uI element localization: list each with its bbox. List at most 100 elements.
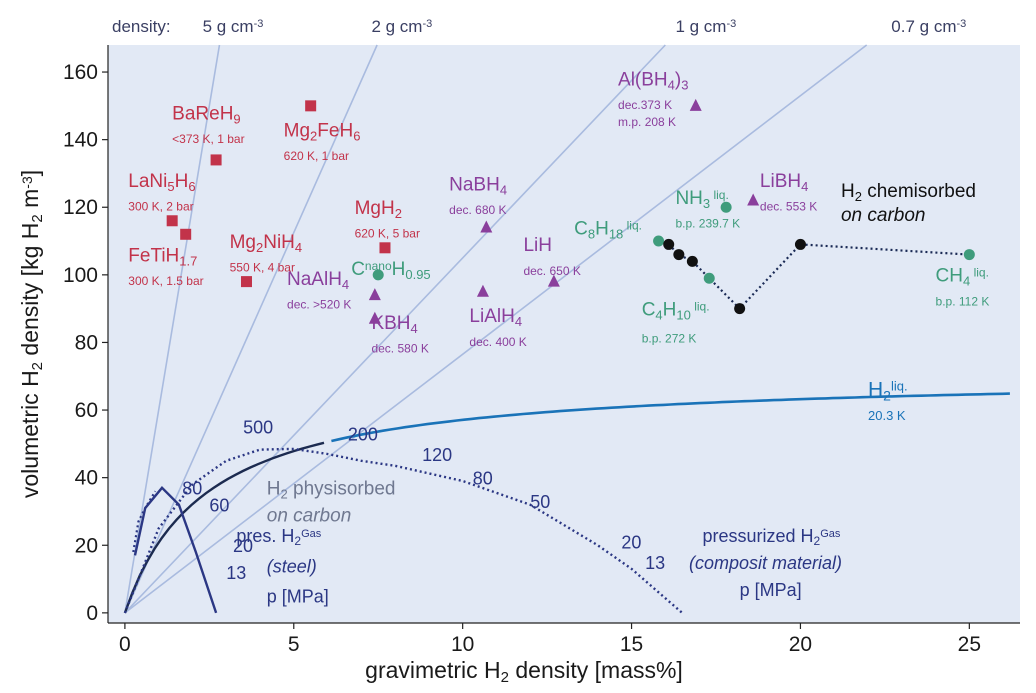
x-tick-label: 25: [958, 633, 981, 656]
metal-hydride-name: Mg2FeH6: [284, 120, 361, 143]
complex-hydride-name-text: LiAlH: [469, 306, 514, 327]
hydrocarbon-name-subscript: 18: [609, 226, 623, 241]
metal-hydride-name-subscript: 4: [295, 239, 302, 254]
x-tick-label: 5: [288, 633, 300, 656]
metal-hydride-condition: 300 K, 2 bar: [128, 200, 193, 214]
composite-pressure-label: 20: [621, 533, 641, 553]
density-label-4-superscript: -3: [957, 18, 967, 30]
steel-pressure-label: 20: [233, 536, 253, 556]
density-header: density: 5 g cm-3 2 g cm-3 1 g cm-3 0.7 g cm…: [112, 17, 966, 36]
hydrocarbon-name-superscript: liq.: [691, 299, 710, 313]
metal-hydride-condition: 620 K, 1 bar: [284, 149, 349, 163]
complex-hydride-condition: dec. 580 K: [371, 342, 428, 356]
steel-vessel-material: (steel): [267, 556, 317, 576]
steel-vessel-curve: [133, 486, 218, 614]
metal-hydride-name-text: MgH: [355, 198, 395, 219]
metal-hydride-name-subscript: 6: [188, 179, 195, 194]
chemisorbed-label-text: H: [841, 181, 855, 202]
density-label-2: 2 g cm-3: [371, 17, 432, 36]
density-line-3: [124, 44, 666, 614]
complex-hydride-condition: dec. 680 K: [449, 203, 506, 217]
metal-hydride-marker: [210, 154, 222, 166]
complex-hydride-condition: dec. >520 K: [287, 298, 351, 312]
density-label-4: 0.7 g cm-3: [891, 17, 966, 36]
density-label-3-superscript: -3: [726, 18, 736, 30]
metal-hydride-marker: [240, 276, 252, 288]
steel-pressure-label: 60: [209, 495, 229, 515]
hydrocarbon-name-text: NH: [675, 188, 702, 209]
y-tick-label: 160: [63, 61, 98, 84]
y-axis-title-text: m: [17, 189, 43, 215]
complex-hydride-name: LiAlH4: [469, 306, 522, 329]
complex-hydride-name-text: Al(BH: [618, 70, 668, 91]
complex-hydride-name-subscript: 4: [342, 277, 349, 292]
steel-pressure-label: 13: [226, 563, 246, 583]
hydrocarbon-name-text: H: [663, 299, 677, 320]
metal-hydride-name-text: Mg: [230, 232, 256, 253]
y-tick-label: 140: [63, 129, 98, 152]
complex-hydride-name-subscript: 3: [681, 77, 688, 92]
complex-hydride-condition: dec. 650 K: [523, 264, 580, 278]
hydrocarbon-marker: [703, 272, 715, 284]
complex-hydride-condition: dec.373 K: [618, 98, 672, 112]
density-label-prefix: density:: [112, 17, 171, 36]
density-label-1-text: 5 g cm: [203, 17, 254, 36]
liquid-h2-condition: 20.3 K: [868, 408, 906, 423]
metal-hydride-condition: <373 K, 1 bar: [172, 132, 244, 146]
hydrocarbon-name-text: C: [574, 218, 588, 239]
complex-hydride-name: KBH4: [371, 313, 417, 336]
metal-hydride-name: BaReH9: [172, 103, 240, 126]
metal-hydride-name-text: LaNi: [128, 171, 167, 192]
liquid-h2-label-subscript: 2: [883, 387, 891, 403]
steel-vessel-label-subscript: 2: [294, 534, 301, 548]
metal-hydride-condition: 550 K, 4 bar: [230, 260, 295, 274]
metal-hydride-name-text: BaReH: [172, 103, 233, 124]
chemisorbed-label: H2 chemisorbed: [841, 181, 976, 204]
liquid-h2-label-superscript: liq.: [891, 379, 908, 394]
chemisorbed-marker: [686, 255, 698, 267]
physisorbed-sub-label: on carbon: [267, 506, 352, 527]
hydrocarbon-name-subscript: 4: [963, 273, 970, 288]
hydrocarbon-name-text: H: [595, 218, 609, 239]
hydrocarbon-name-subscript: 4: [655, 307, 662, 322]
composite-vessel-material: (composit material): [689, 553, 842, 573]
composite-pressure-label: 13: [645, 553, 665, 573]
hydrocarbon-name: C4H10 liq.: [642, 299, 710, 322]
x-axis-title: gravimetric H2 density [mass%]: [365, 657, 683, 686]
complex-hydride-marker: [480, 220, 493, 233]
hydrocarbon-name-text: H: [392, 259, 406, 280]
steel-vessel-unit: p [MPa]: [267, 587, 329, 607]
complex-hydride-marker: [689, 98, 702, 111]
hydrocarbon-name-subscript: 10: [676, 307, 690, 322]
metal-hydride-name-subscript: 1.7: [179, 253, 197, 268]
metal-hydride-marker: [379, 242, 391, 254]
chemisorbed-marker: [734, 303, 746, 315]
complex-hydride-name: LiH: [523, 235, 552, 256]
physisorbed-label: H2 physisorbed: [267, 479, 396, 502]
hydrocarbon-name-superscript: liq.: [970, 265, 989, 279]
chemisorbed-marker: [794, 238, 806, 250]
steel-vessel-label-superscript: Gas: [301, 528, 322, 540]
hydrocarbon-name-superscript: nano: [365, 258, 392, 272]
metal-hydride-name-text: Mg: [284, 120, 310, 141]
y-tick-label: 100: [63, 264, 98, 287]
physisorbed-label-text: H: [267, 479, 281, 500]
x-axis-title-subscript: 2: [501, 669, 509, 686]
metal-hydride-condition: 300 K, 1.5 bar: [128, 274, 203, 288]
chemisorbed-marker: [663, 238, 675, 250]
density-label-2-superscript: -3: [422, 18, 432, 30]
hydrocarbon-name-subscript: 3: [703, 195, 710, 210]
metal-hydride-name: LaNi5H6: [128, 171, 195, 194]
x-axis-title-text: density [mass%]: [509, 657, 683, 683]
metal-hydride-name-subscript: 2: [310, 128, 317, 143]
metal-hydride-name-subscript: 2: [256, 239, 263, 254]
hydrocarbon-name: CnanoH0.95: [351, 258, 430, 281]
complex-hydride-name-subscript: 4: [411, 321, 418, 336]
plot-background: [108, 45, 1020, 623]
chemisorbed-marker: [673, 249, 685, 261]
y-axis-title-subscript: 2: [29, 362, 46, 370]
y-tick-label: 0: [86, 602, 98, 625]
metal-hydride-name-text: FeH: [317, 120, 353, 141]
hydrocarbon-name-text: C: [642, 299, 656, 320]
